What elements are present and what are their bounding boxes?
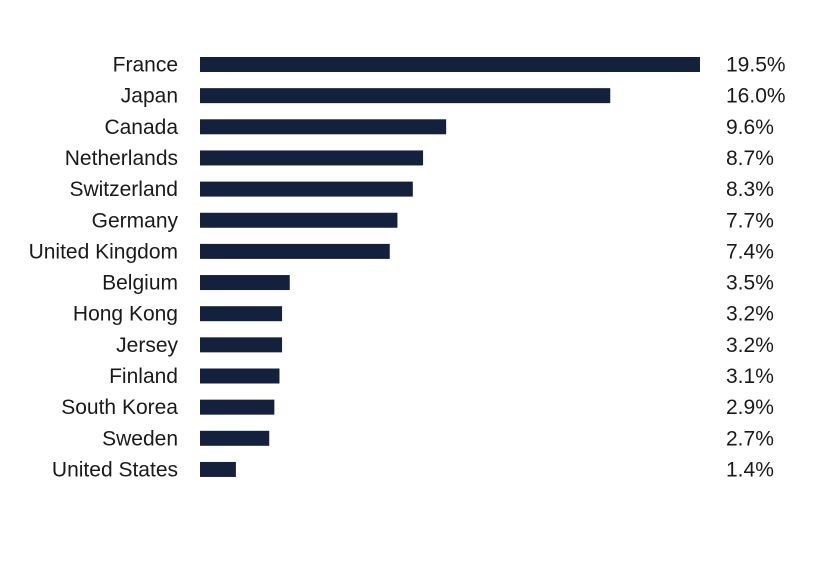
category-label-south-korea: South Korea	[61, 396, 178, 419]
value-label-united-states: 1.4%	[726, 458, 774, 481]
bar-united-states	[200, 461, 236, 477]
category-label-united-states: United States	[52, 458, 178, 481]
category-label-switzerland: Switzerland	[69, 178, 178, 201]
value-label-switzerland: 8.3%	[726, 178, 774, 201]
category-label-france: France	[113, 54, 178, 77]
category-label-netherlands: Netherlands	[65, 147, 178, 170]
bar-jersey	[200, 337, 283, 353]
category-label-jersey: Jersey	[116, 334, 178, 357]
bar-belgium	[200, 275, 290, 291]
value-label-hong-kong: 3.2%	[726, 303, 774, 326]
value-label-jersey: 3.2%	[726, 334, 774, 357]
value-label-south-korea: 2.9%	[726, 396, 774, 419]
category-label-united-kingdom: United Kingdom	[29, 240, 178, 263]
category-label-japan: Japan	[121, 85, 178, 108]
category-label-hong-kong: Hong Kong	[73, 303, 178, 326]
value-label-france: 19.5%	[726, 54, 786, 77]
category-label-canada: Canada	[104, 116, 178, 139]
bar-sweden	[200, 430, 270, 446]
bar-france	[200, 57, 700, 72]
category-label-finland: Finland	[109, 365, 178, 388]
bar-japan	[200, 88, 611, 104]
value-labels: 19.5% 16.0% 9.6% 8.7% 8.3% 7.7% 7.4% 3.5% 3.2% 3.…	[726, 54, 786, 482]
value-label-canada: 9.6%	[726, 116, 774, 139]
value-label-finland: 3.1%	[726, 365, 774, 388]
bar-united-kingdom	[200, 243, 390, 259]
category-label-germany: Germany	[92, 209, 179, 232]
bar-finland	[200, 368, 280, 384]
value-label-belgium: 3.5%	[726, 272, 774, 295]
bar-germany	[200, 212, 398, 228]
bar-switzerland	[200, 181, 413, 197]
bar-netherlands	[200, 150, 424, 166]
category-labels: France Japan Canada Netherlands Switzerland G…	[29, 54, 179, 482]
value-label-netherlands: 8.7%	[726, 147, 774, 170]
value-label-japan: 16.0%	[726, 85, 786, 108]
value-label-germany: 7.7%	[726, 209, 774, 232]
bars-group	[200, 57, 700, 477]
bar-hong-kong	[200, 306, 283, 322]
category-label-sweden: Sweden	[102, 427, 178, 450]
bar-canada	[200, 119, 447, 135]
value-label-sweden: 2.7%	[726, 427, 774, 450]
value-label-united-kingdom: 7.4%	[726, 240, 774, 263]
category-label-belgium: Belgium	[102, 272, 178, 295]
bar-south-korea	[200, 399, 275, 415]
